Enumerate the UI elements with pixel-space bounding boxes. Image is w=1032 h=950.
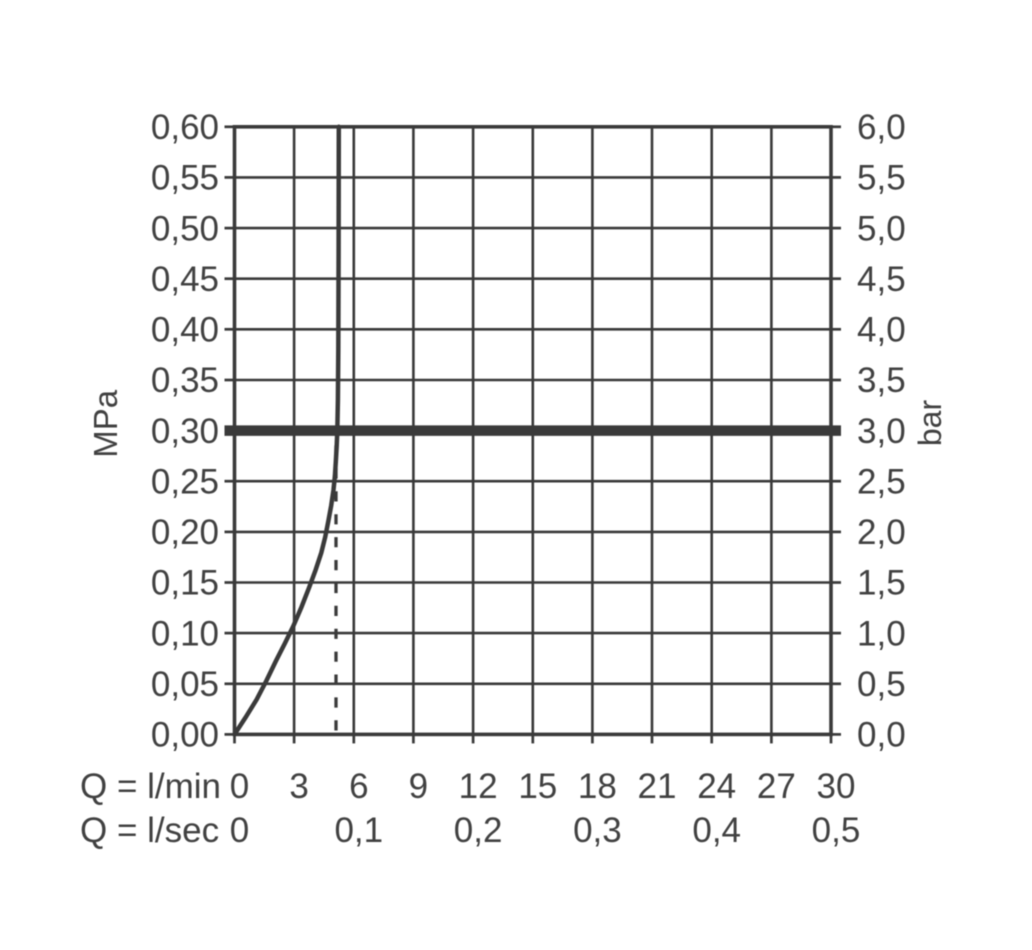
svg-text:0,4: 0,4 xyxy=(692,811,741,850)
svg-text:24: 24 xyxy=(697,767,736,806)
svg-text:4,5: 4,5 xyxy=(857,260,906,299)
svg-text:30: 30 xyxy=(817,767,856,806)
svg-text:0,60: 0,60 xyxy=(151,108,219,147)
svg-text:0,40: 0,40 xyxy=(151,311,219,350)
svg-text:bar: bar xyxy=(912,400,948,447)
svg-text:0,3: 0,3 xyxy=(573,811,622,850)
svg-text:0: 0 xyxy=(230,811,249,850)
svg-text:0,20: 0,20 xyxy=(151,513,219,552)
svg-text:0,5: 0,5 xyxy=(857,665,906,704)
svg-text:Q = l/sec: Q = l/sec xyxy=(80,811,219,850)
svg-text:0,10: 0,10 xyxy=(151,614,219,653)
svg-text:0,25: 0,25 xyxy=(151,462,219,501)
svg-text:3: 3 xyxy=(289,767,308,806)
svg-text:9: 9 xyxy=(409,767,428,806)
svg-text:0,1: 0,1 xyxy=(334,811,383,850)
svg-text:0,55: 0,55 xyxy=(151,159,219,198)
svg-text:2,5: 2,5 xyxy=(857,462,906,501)
svg-text:27: 27 xyxy=(757,767,796,806)
svg-text:MPa: MPa xyxy=(87,389,124,458)
svg-text:0,0: 0,0 xyxy=(857,716,906,755)
svg-text:3,5: 3,5 xyxy=(857,361,906,400)
svg-text:0: 0 xyxy=(230,767,249,806)
svg-text:21: 21 xyxy=(638,767,677,806)
svg-text:0,05: 0,05 xyxy=(151,665,219,704)
svg-text:5,5: 5,5 xyxy=(857,159,906,198)
svg-text:1,5: 1,5 xyxy=(857,564,906,603)
svg-text:4,0: 4,0 xyxy=(857,311,906,350)
svg-text:0,00: 0,00 xyxy=(151,716,219,755)
svg-text:0,2: 0,2 xyxy=(454,811,503,850)
svg-text:12: 12 xyxy=(459,767,498,806)
svg-text:5,0: 5,0 xyxy=(857,209,906,248)
svg-text:6: 6 xyxy=(349,767,368,806)
svg-text:0,50: 0,50 xyxy=(151,209,219,248)
svg-text:15: 15 xyxy=(518,767,557,806)
svg-text:2,0: 2,0 xyxy=(857,513,906,552)
svg-text:Q = l/min: Q = l/min xyxy=(80,767,221,806)
svg-text:0,15: 0,15 xyxy=(151,564,219,603)
svg-text:0,45: 0,45 xyxy=(151,260,219,299)
svg-text:3,0: 3,0 xyxy=(857,412,906,451)
svg-text:1,0: 1,0 xyxy=(857,614,906,653)
svg-text:6,0: 6,0 xyxy=(857,108,906,147)
svg-text:18: 18 xyxy=(578,767,617,806)
svg-text:0,5: 0,5 xyxy=(812,811,861,850)
svg-text:0,30: 0,30 xyxy=(151,412,219,451)
svg-text:0,35: 0,35 xyxy=(151,361,219,400)
